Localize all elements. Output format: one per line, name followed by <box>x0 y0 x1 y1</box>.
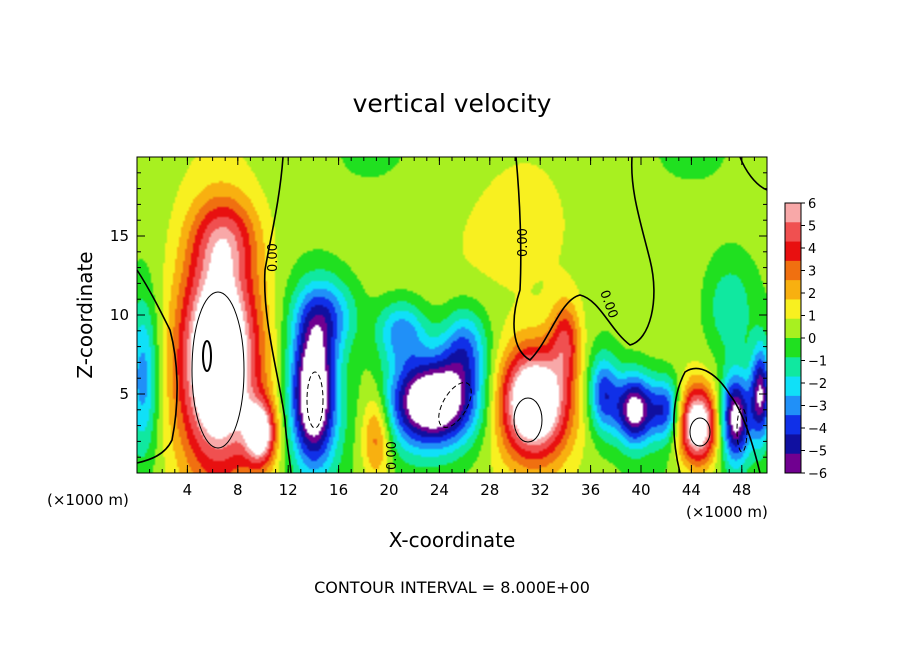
colorbar-swatch <box>785 318 801 339</box>
colorbar-swatch <box>785 222 801 243</box>
colorbar-tick-label: −1 <box>808 355 827 370</box>
colorbar-swatch <box>785 395 801 416</box>
colorbar-tick-label: 6 <box>808 197 816 212</box>
x-tick-label: 32 <box>531 481 550 499</box>
zero-contours <box>136 156 768 474</box>
x-tick-label: 16 <box>329 481 348 499</box>
x-tick-label: 8 <box>233 481 243 499</box>
y-tick-label: 10 <box>110 306 129 324</box>
y-axis-label: Z-coordinate <box>73 251 97 378</box>
downdraft-contour <box>736 407 748 453</box>
downdraft-contour <box>306 371 324 429</box>
contour-label: 0.00 <box>385 441 400 470</box>
high-amplitude-contours <box>191 291 748 453</box>
colorbar-swatch <box>785 376 801 397</box>
y-tick-label: 5 <box>119 385 129 403</box>
colorbar-swatch <box>785 203 801 223</box>
colorbar-tick-label: −5 <box>808 445 827 460</box>
x-tick-label: 44 <box>682 481 701 499</box>
x-tick-label: 36 <box>581 481 600 499</box>
colorbar-swatch <box>785 260 801 281</box>
contour-label: 0.00 <box>266 243 281 272</box>
plot-area: 0.00 0.00 0.00 0.00 <box>136 156 768 474</box>
zero-contour-line <box>136 269 178 464</box>
contour-label: 0.00 <box>516 228 531 257</box>
colorbar-swatch <box>785 299 801 320</box>
colorbar: 6 5 4 3 2 1 0 −1 −2 −3 −4 −5 −6 <box>784 197 827 482</box>
colorbar-swatch <box>785 357 801 378</box>
y-axis: 5 10 15 <box>110 172 767 458</box>
x-axis: 4 8 12 16 20 24 28 32 36 40 44 48 <box>149 157 755 499</box>
colorbar-swatch <box>785 434 801 455</box>
updraft-contour <box>202 340 212 372</box>
contour-interval-note: CONTOUR INTERVAL = 8.000E+00 <box>314 578 590 597</box>
colorbar-tick-label: 0 <box>808 332 816 347</box>
x-tick-label: 40 <box>631 481 650 499</box>
velocity-field <box>137 157 767 473</box>
colorbar-swatch <box>785 453 801 474</box>
colorbar-tick-label: −4 <box>808 422 827 437</box>
colorbar-tick-label: 1 <box>808 310 816 325</box>
colorbar-tick-label: −3 <box>808 400 827 415</box>
colorbar-swatch <box>785 338 801 358</box>
x-tick-label: 24 <box>430 481 449 499</box>
chart-title: vertical velocity <box>353 89 552 118</box>
updraft-contour <box>689 417 711 447</box>
colorbar-swatch <box>785 280 801 300</box>
x-axis-label: X-coordinate <box>389 528 516 552</box>
x-tick-label: 4 <box>183 481 193 499</box>
colorbar-swatch <box>785 415 801 435</box>
x-tick-label: 28 <box>480 481 499 499</box>
zero-contour-line <box>263 156 292 474</box>
x-tick-label: 20 <box>379 481 398 499</box>
zero-contour-line <box>513 156 655 361</box>
x-tick-label: 48 <box>732 481 751 499</box>
colorbar-tick-label: −2 <box>808 377 827 392</box>
downdraft-contour <box>438 382 472 428</box>
y-tick-label: 15 <box>110 227 129 245</box>
colorbar-tick-label: 5 <box>808 220 816 235</box>
x-unit-right: (×1000 m) <box>686 503 768 521</box>
colorbar-tick-label: −6 <box>808 467 827 482</box>
updraft-contour <box>191 291 245 449</box>
updraft-contour <box>513 397 543 443</box>
colorbar-tick-label: 4 <box>808 242 816 257</box>
colorbar-tick-label: 2 <box>808 287 816 302</box>
colorbar-tick-label: 3 <box>808 265 816 280</box>
colorbar-swatch <box>785 241 801 262</box>
x-unit-left: (×1000 m) <box>47 491 129 509</box>
x-tick-label: 12 <box>279 481 298 499</box>
